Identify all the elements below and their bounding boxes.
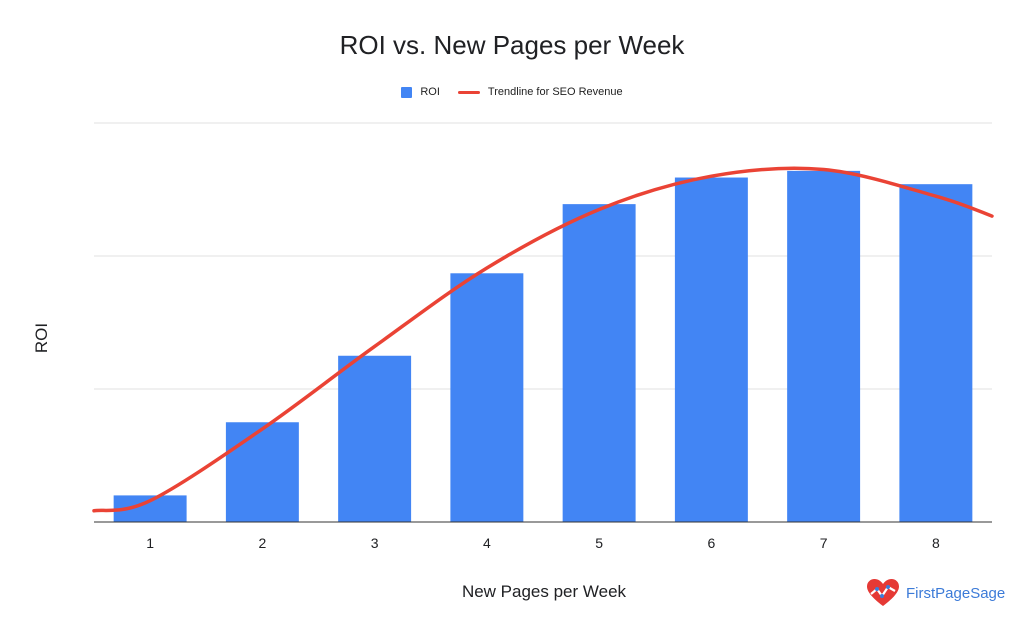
brand-logo: FirstPageSage xyxy=(866,578,1005,608)
x-axis-label: New Pages per Week xyxy=(461,582,627,601)
brand-heart-icon xyxy=(867,579,899,606)
bar-roi-3 xyxy=(338,355,412,522)
legend-item-trendline: Trendline for SEO Revenue xyxy=(457,86,623,98)
chart-title: ROI vs. New Pages per Week xyxy=(339,30,685,60)
trendline-seo-revenue xyxy=(92,166,994,513)
x-tick-label: 4 xyxy=(483,535,491,551)
bar-roi-4 xyxy=(450,273,524,522)
x-tick-label: 2 xyxy=(258,535,266,551)
legend-label-roi: ROI xyxy=(420,86,440,98)
bar-roi-7 xyxy=(787,170,861,522)
bar-roi-2 xyxy=(225,422,299,522)
x-tick-label: 7 xyxy=(820,535,828,551)
legend-label-trendline: Trendline for SEO Revenue xyxy=(487,86,623,98)
legend-swatch-roi xyxy=(401,86,413,98)
x-tick-label: 5 xyxy=(595,535,603,551)
bar-roi-8 xyxy=(899,184,973,522)
legend-item-roi: ROI xyxy=(401,86,440,98)
legend: ROI Trendline for SEO Revenue xyxy=(0,86,1024,98)
legend-swatch-trendline xyxy=(457,90,480,94)
bar-roi-5 xyxy=(562,204,636,522)
bar-roi-6 xyxy=(674,177,748,522)
x-tick-label: 8 xyxy=(932,535,940,551)
x-tick-label: 3 xyxy=(371,535,379,551)
x-tick-label: 1 xyxy=(146,535,154,551)
brand-text: FirstPageSage xyxy=(906,584,1006,602)
x-tick-label: 6 xyxy=(707,535,715,551)
